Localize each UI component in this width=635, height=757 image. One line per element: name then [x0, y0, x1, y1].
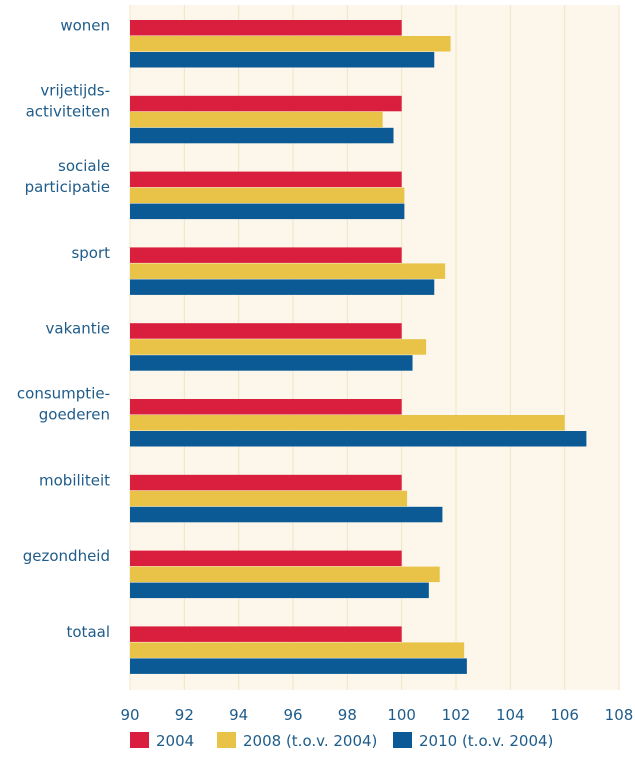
- x-axis-ticks: 90 92 94 96 98 100 102 104 106 108: [120, 706, 633, 724]
- bar: [130, 36, 451, 52]
- x-tick-label: 96: [283, 706, 302, 724]
- bar: [130, 111, 383, 128]
- category-label: gezondheid: [23, 547, 110, 565]
- category-label: sport: [71, 244, 110, 262]
- category-label: consumptie-: [17, 385, 110, 403]
- bar: [130, 399, 402, 415]
- legend-swatch: [393, 732, 412, 748]
- bar: [130, 582, 429, 599]
- category-labels: wonen vrijetijds-activiteiten sociale parti…: [17, 17, 110, 641]
- category-label: vrijetijds-: [40, 81, 110, 99]
- category-label: participatie: [25, 178, 110, 196]
- legend-label: 2008 (t.o.v. 2004): [243, 732, 377, 750]
- bar: [130, 658, 467, 674]
- bar: [130, 490, 408, 507]
- legend-label: 2004: [156, 732, 194, 750]
- x-tick-label: 92: [175, 706, 194, 724]
- bar: [130, 355, 413, 371]
- x-tick-label: 94: [229, 706, 248, 724]
- bar: [130, 127, 394, 144]
- bar: [130, 171, 402, 188]
- bar: [130, 203, 405, 220]
- category-label: vakantie: [46, 320, 110, 338]
- x-tick-label: 106: [550, 706, 579, 724]
- category-label: activiteiten: [26, 102, 110, 120]
- x-tick-label: 90: [120, 706, 139, 724]
- bar: [130, 20, 402, 36]
- bar: [130, 506, 443, 523]
- bar: [130, 95, 402, 112]
- legend-swatch: [130, 732, 149, 748]
- category-label: mobiliteit: [39, 471, 110, 489]
- bar: [130, 566, 440, 583]
- bar: [130, 626, 402, 642]
- category-label: wonen: [60, 17, 110, 35]
- x-tick-label: 104: [496, 706, 525, 724]
- category-label: goederen: [39, 406, 110, 424]
- bars: [130, 20, 587, 674]
- x-tick-label: 100: [387, 706, 416, 724]
- bar: [130, 339, 427, 355]
- bar: [130, 550, 402, 567]
- x-tick-label: 108: [605, 706, 634, 724]
- bar: [130, 52, 435, 68]
- legend-swatch: [217, 732, 236, 748]
- bar: [130, 431, 587, 447]
- bar: [130, 415, 565, 431]
- bar: [130, 263, 446, 279]
- x-tick-label: 98: [338, 706, 357, 724]
- legend: 2004 2008 (t.o.v. 2004) 2010 (t.o.v. 2004): [130, 732, 553, 750]
- bar: [130, 247, 402, 263]
- bar: [130, 187, 405, 204]
- x-tick-label: 102: [442, 706, 471, 724]
- legend-label: 2010 (t.o.v. 2004): [419, 732, 553, 750]
- bar: [130, 323, 402, 339]
- bar: [130, 279, 435, 295]
- category-label: sociale: [58, 157, 110, 175]
- bar: [130, 474, 402, 491]
- category-label: totaal: [67, 623, 111, 641]
- bar: [130, 642, 465, 658]
